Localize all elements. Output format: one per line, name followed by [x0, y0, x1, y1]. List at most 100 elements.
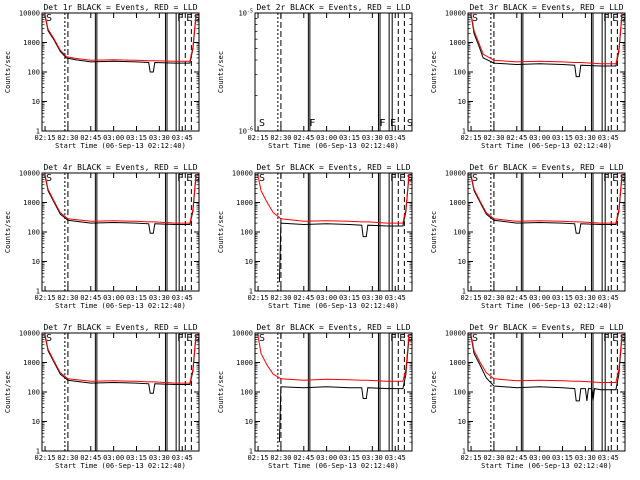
y-tick-label: 1: [462, 288, 466, 296]
x-tick-label: 03:45: [172, 294, 193, 302]
chart-panel: Det 3r BLACK = Events, RED = LLD 1 10 100 10…: [430, 3, 626, 150]
event-flag-label: S: [46, 13, 52, 24]
chart-title: Det 6r BLACK = Events, RED = LLD: [469, 163, 623, 172]
y-tick-label: 100: [453, 229, 466, 237]
event-flag-label: S: [194, 333, 200, 344]
x-tick-label: 03:00: [103, 454, 124, 462]
y-tick-label: 10: [32, 258, 40, 266]
y-axis-label: Counts/sec: [4, 371, 12, 413]
y-axis-label: Counts/sec: [217, 211, 225, 253]
event-flag-label: S: [194, 13, 200, 24]
y-tick-label: 1000: [236, 359, 253, 367]
x-tick-label: 03:15: [552, 134, 573, 142]
event-flag-label: F: [177, 173, 183, 184]
x-tick-label: 03:30: [575, 134, 596, 142]
event-flag-label: S: [407, 173, 413, 184]
series-events-line: [470, 335, 623, 402]
y-tick-label: 10-6: [239, 127, 253, 136]
event-flag-label: S: [194, 173, 200, 184]
x-tick-label: 03:15: [339, 294, 360, 302]
y-axis-label: Counts/sec: [217, 371, 225, 413]
y-tick-label: 10000: [445, 330, 466, 338]
y-tick-label: 1000: [23, 359, 40, 367]
event-flag-label: S: [407, 118, 413, 129]
event-flag-label: S: [620, 173, 626, 184]
chart-title: Det 5r BLACK = Events, RED = LLD: [256, 163, 410, 172]
x-tick-label: 03:45: [385, 454, 406, 462]
event-flag-label: F: [309, 118, 315, 129]
x-tick-label: 02:15: [35, 454, 56, 462]
x-tick-label: 02:45: [293, 134, 314, 142]
x-tick-label: 03:45: [598, 294, 619, 302]
x-tick-label: 02:45: [506, 294, 527, 302]
x-tick-label: 02:45: [80, 454, 101, 462]
x-tick-label: 03:00: [103, 134, 124, 142]
y-tick-label: 100: [453, 389, 466, 397]
series-lld-line: [257, 334, 410, 382]
x-axis-label: Start Time (06-Sep-13 02:12:40): [55, 462, 186, 470]
x-tick-label: 03:45: [172, 454, 193, 462]
y-tick-label: 100: [240, 389, 253, 397]
event-flag-label: F: [177, 333, 183, 344]
x-tick-label: 03:15: [339, 454, 360, 462]
x-axis-label: Start Time (06-Sep-13 02:12:40): [55, 302, 186, 310]
event-flag-label: E: [186, 333, 192, 344]
y-axis-label: Counts/sec: [430, 51, 438, 93]
x-tick-label: 02:45: [293, 454, 314, 462]
event-flag-label: S: [259, 333, 265, 344]
y-axis-label: Counts/sec: [4, 51, 12, 93]
x-tick-label: 03:00: [529, 454, 550, 462]
plot-frame: [467, 172, 626, 292]
x-tick-label: 03:00: [316, 294, 337, 302]
event-flag-label: S: [46, 173, 52, 184]
chart-panel: Det 2r BLACK = Events, RED = LLD 10-6 10-5…: [217, 3, 413, 150]
event-flag-label: F: [390, 173, 396, 184]
event-flag-label: F: [603, 173, 609, 184]
x-tick-label: 02:45: [80, 294, 101, 302]
series-events-line: [278, 175, 410, 283]
x-tick-label: 02:30: [57, 454, 78, 462]
x-tick-label: 03:15: [552, 294, 573, 302]
y-axis-label: Counts/sec: [430, 211, 438, 253]
x-tick-label: 03:45: [598, 454, 619, 462]
x-tick-label: 02:45: [506, 454, 527, 462]
chart-title: Det 1r BLACK = Events, RED = LLD: [43, 3, 197, 12]
event-flag-label: S: [472, 333, 478, 344]
x-tick-label: 02:30: [57, 294, 78, 302]
event-flag-label: E: [390, 118, 396, 129]
x-tick-label: 02:15: [248, 454, 269, 462]
x-tick-label: 03:15: [552, 454, 573, 462]
x-tick-label: 03:00: [316, 134, 337, 142]
chart-panel: Det 7r BLACK = Events, RED = LLD 1 10 100 10…: [4, 323, 200, 470]
x-tick-label: 02:15: [248, 294, 269, 302]
y-tick-label: 10: [32, 418, 40, 426]
event-flag-label: S: [472, 13, 478, 24]
event-flag-label: S: [259, 118, 265, 129]
y-tick-label: 1: [249, 288, 253, 296]
x-tick-label: 02:15: [35, 294, 56, 302]
x-tick-label: 03:15: [339, 134, 360, 142]
y-tick-label: 10: [458, 258, 466, 266]
series-lld-line: [470, 13, 623, 65]
plot-frame: [254, 332, 413, 452]
x-tick-label: 03:45: [385, 134, 406, 142]
plot-frame: [41, 12, 200, 132]
x-tick-label: 03:45: [172, 134, 193, 142]
x-tick-label: 03:30: [362, 134, 383, 142]
y-tick-label: 10000: [232, 170, 253, 178]
event-flag-label: F: [603, 13, 609, 24]
series-events-line: [44, 175, 197, 234]
x-tick-label: 02:45: [293, 294, 314, 302]
y-tick-label: 10000: [445, 10, 466, 18]
y-tick-label: 1000: [23, 39, 40, 47]
x-tick-label: 02:15: [461, 134, 482, 142]
chart-title: Det 7r BLACK = Events, RED = LLD: [43, 323, 197, 332]
event-flag-label: F: [379, 118, 385, 129]
series-events-line: [44, 335, 197, 394]
event-flag-label: S: [259, 173, 265, 184]
chart-panel: Det 1r BLACK = Events, RED = LLD 1 10 100 10…: [4, 3, 200, 150]
y-axis-label: Counts/sec: [217, 51, 225, 93]
y-tick-label: 1000: [23, 199, 40, 207]
chart-title: Det 3r BLACK = Events, RED = LLD: [469, 3, 623, 12]
